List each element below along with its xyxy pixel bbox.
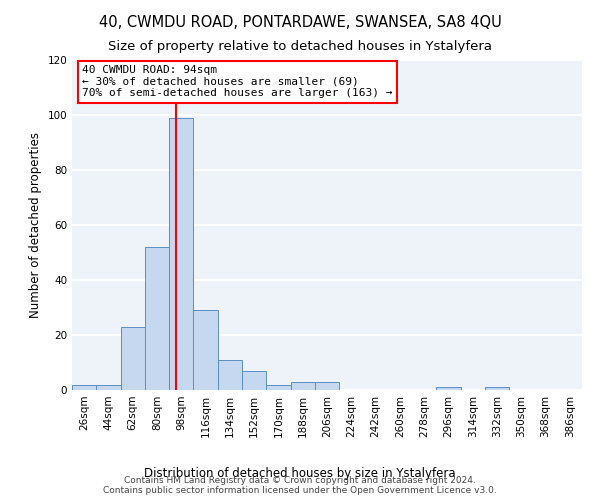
Bar (266, 384, 290, 390)
Bar (315, 382, 339, 390)
Bar (96, 384, 121, 390)
Bar (193, 310, 218, 390)
Bar (169, 118, 193, 390)
Bar (121, 327, 145, 390)
Text: Size of property relative to detached houses in Ystalyfera: Size of property relative to detached ho… (108, 40, 492, 53)
Bar (436, 387, 461, 390)
Text: 40, CWMDU ROAD, PONTARDAWE, SWANSEA, SA8 4QU: 40, CWMDU ROAD, PONTARDAWE, SWANSEA, SA8… (98, 15, 502, 30)
Y-axis label: Number of detached properties: Number of detached properties (29, 132, 42, 318)
Text: Contains HM Land Registry data © Crown copyright and database right 2024.
Contai: Contains HM Land Registry data © Crown c… (103, 476, 497, 495)
Bar (72, 384, 96, 390)
Text: 40 CWMDU ROAD: 94sqm
← 30% of detached houses are smaller (69)
70% of semi-detac: 40 CWMDU ROAD: 94sqm ← 30% of detached h… (82, 65, 392, 98)
Bar (290, 382, 315, 390)
Bar (218, 360, 242, 390)
Bar (485, 387, 509, 390)
Bar (145, 247, 169, 390)
Bar (242, 371, 266, 390)
Text: Distribution of detached houses by size in Ystalyfera: Distribution of detached houses by size … (144, 468, 456, 480)
